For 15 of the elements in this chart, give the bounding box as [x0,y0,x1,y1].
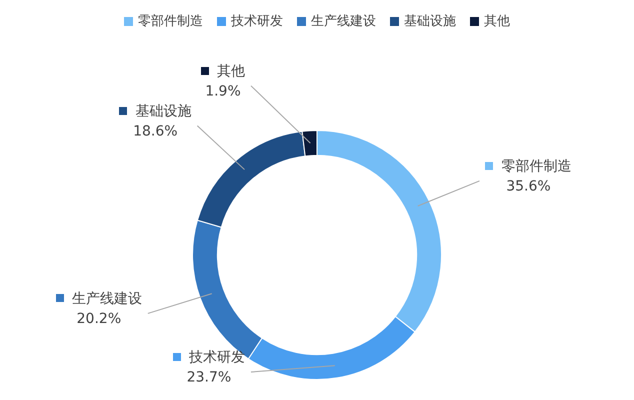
legend-label: 基础设施 [135,103,192,120]
category-label: 其他 [484,14,510,29]
data-label: 18.6% [133,123,178,140]
data-label: 23.7% [186,370,232,386]
legend-label: 生产线建设 [72,291,142,308]
category-label: 零部件制造 [138,14,203,29]
legend-label: 零部件制造 [501,158,572,175]
category-label: 技术研发 [231,14,283,29]
data-label: 35.6% [506,178,551,195]
legend-label: 其他 [216,63,245,80]
data-label: 20.2% [76,311,122,328]
legend-label: 技术研发 [188,350,245,366]
category-label: 生产线建设 [311,14,376,29]
data-label: 1.9% [205,83,241,100]
category-label: 基础设施 [404,14,456,29]
